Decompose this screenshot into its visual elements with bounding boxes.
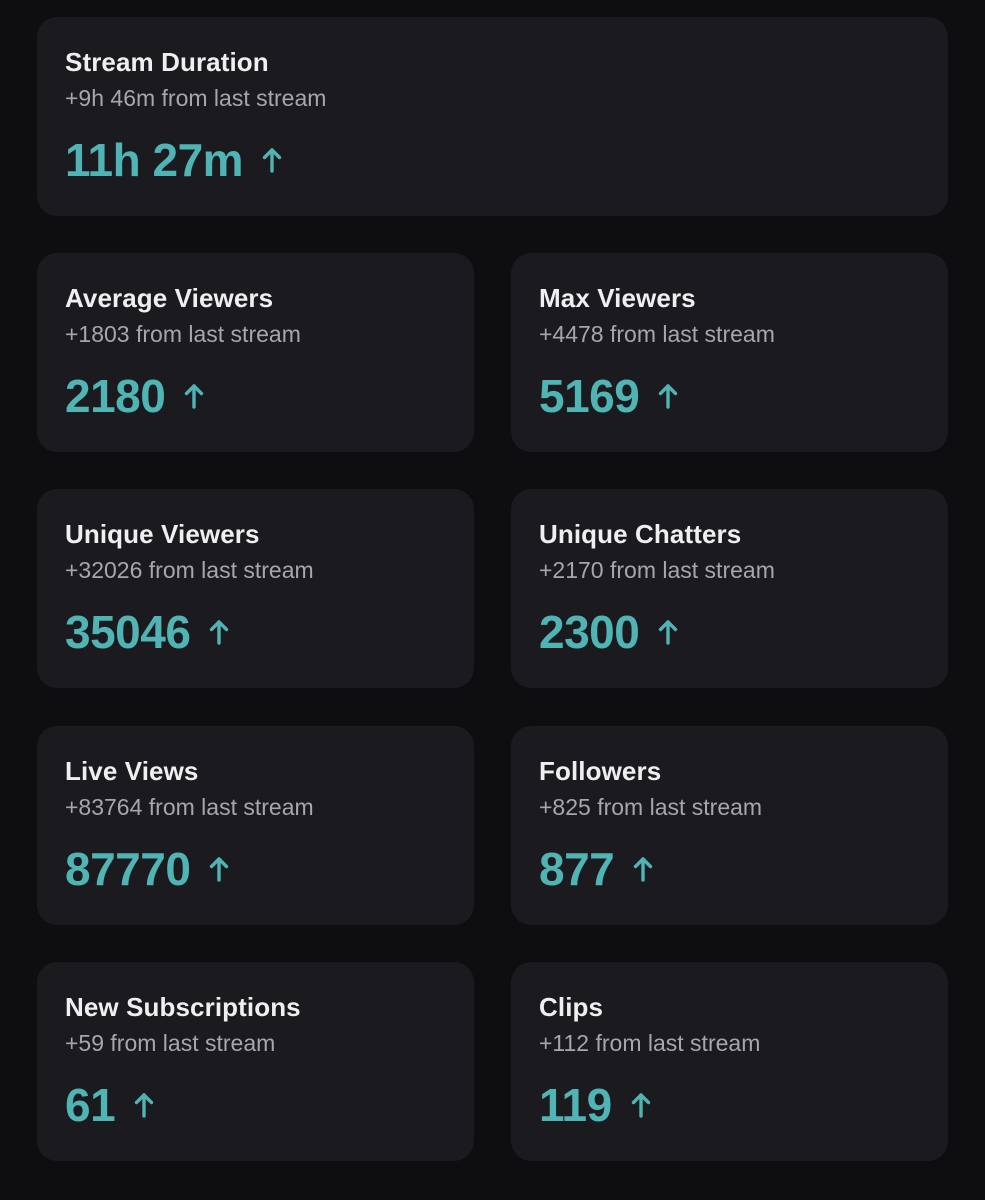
stat-delta: +59 from last stream <box>65 1030 276 1056</box>
stat-delta: +1803 from last stream <box>65 321 301 347</box>
stat-delta: +32026 from last stream <box>65 557 314 583</box>
arrow-up-icon <box>208 618 230 646</box>
arrow-up-icon <box>657 618 679 646</box>
stat-delta: +9h 46m from last stream <box>65 85 327 111</box>
stat-card-new-subscriptions: New Subscriptions +59 from last stream 6… <box>37 962 474 1161</box>
stat-value: 2180 <box>65 370 166 422</box>
stat-title: Stream Duration <box>65 47 269 77</box>
arrow-up-icon <box>133 1091 155 1119</box>
arrow-up-icon <box>261 146 283 174</box>
stat-value: 35046 <box>65 606 191 658</box>
stat-title: Followers <box>539 756 662 786</box>
stat-card-live-views: Live Views +83764 from last stream 87770 <box>37 726 474 925</box>
stat-title: New Subscriptions <box>65 992 301 1022</box>
arrow-up-icon <box>630 1091 652 1119</box>
stat-delta: +2170 from last stream <box>539 557 775 583</box>
stat-value: 877 <box>539 843 615 895</box>
stat-card-max-viewers: Max Viewers +4478 from last stream 5169 <box>511 253 948 452</box>
stat-card-stream-duration: Stream Duration +9h 46m from last stream… <box>37 17 948 216</box>
stat-title: Clips <box>539 992 604 1022</box>
stat-value: 87770 <box>65 843 191 895</box>
arrow-up-icon <box>657 382 679 410</box>
stat-delta: +825 from last stream <box>539 794 763 820</box>
arrow-up-icon <box>208 855 230 883</box>
stat-value: 119 <box>539 1079 612 1131</box>
stat-value: 61 <box>65 1079 116 1131</box>
stat-delta: +83764 from last stream <box>65 794 314 820</box>
stat-value: 2300 <box>539 606 640 658</box>
arrow-up-icon <box>183 382 205 410</box>
stat-value: 5169 <box>539 370 640 422</box>
stat-card-average-viewers: Average Viewers +1803 from last stream 2… <box>37 253 474 452</box>
stat-value: 11h 27m <box>65 134 244 186</box>
stat-title: Live Views <box>65 756 199 786</box>
stat-card-unique-chatters: Unique Chatters +2170 from last stream 2… <box>511 489 948 688</box>
stat-card-unique-viewers: Unique Viewers +32026 from last stream 3… <box>37 489 474 688</box>
stat-card-clips: Clips +112 from last stream 119 <box>511 962 948 1161</box>
stat-card-followers: Followers +825 from last stream 877 <box>511 726 948 925</box>
stat-title: Unique Chatters <box>539 519 742 549</box>
stat-delta: +4478 from last stream <box>539 321 775 347</box>
stat-title: Unique Viewers <box>65 519 260 549</box>
stat-title: Average Viewers <box>65 283 274 313</box>
stat-title: Max Viewers <box>539 283 696 313</box>
stat-delta: +112 from last stream <box>539 1030 761 1056</box>
arrow-up-icon <box>632 855 654 883</box>
